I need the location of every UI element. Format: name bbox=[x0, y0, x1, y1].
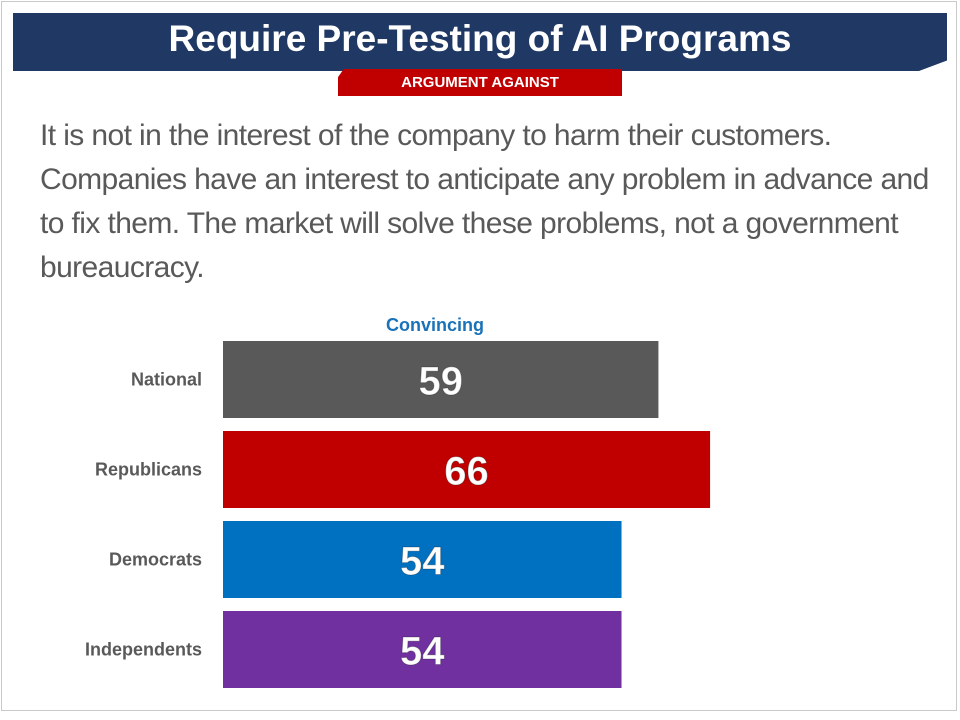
data-label: 66 bbox=[444, 450, 489, 494]
slide-title: Require Pre-Testing of AI Programs bbox=[168, 18, 792, 59]
bar bbox=[223, 341, 659, 418]
chart-header: Convincing bbox=[386, 315, 484, 335]
bar bbox=[223, 431, 711, 508]
data-label: 54 bbox=[400, 630, 445, 674]
data-label: 54 bbox=[400, 540, 445, 584]
title-band bbox=[13, 13, 947, 71]
category-label: National bbox=[131, 370, 202, 390]
argument-badge: ARGUMENT AGAINST bbox=[338, 69, 622, 96]
category-label: Democrats bbox=[109, 550, 202, 570]
category-label: Independents bbox=[85, 640, 202, 660]
data-label: 59 bbox=[418, 360, 463, 404]
bar-chart: Convincing National 59 Republicans 66 Democra… bbox=[85, 315, 711, 688]
bar bbox=[223, 521, 622, 598]
bar bbox=[223, 611, 622, 688]
argument-text: It is not in the interest of the company… bbox=[40, 119, 929, 284]
category-label: Republicans bbox=[95, 460, 202, 480]
